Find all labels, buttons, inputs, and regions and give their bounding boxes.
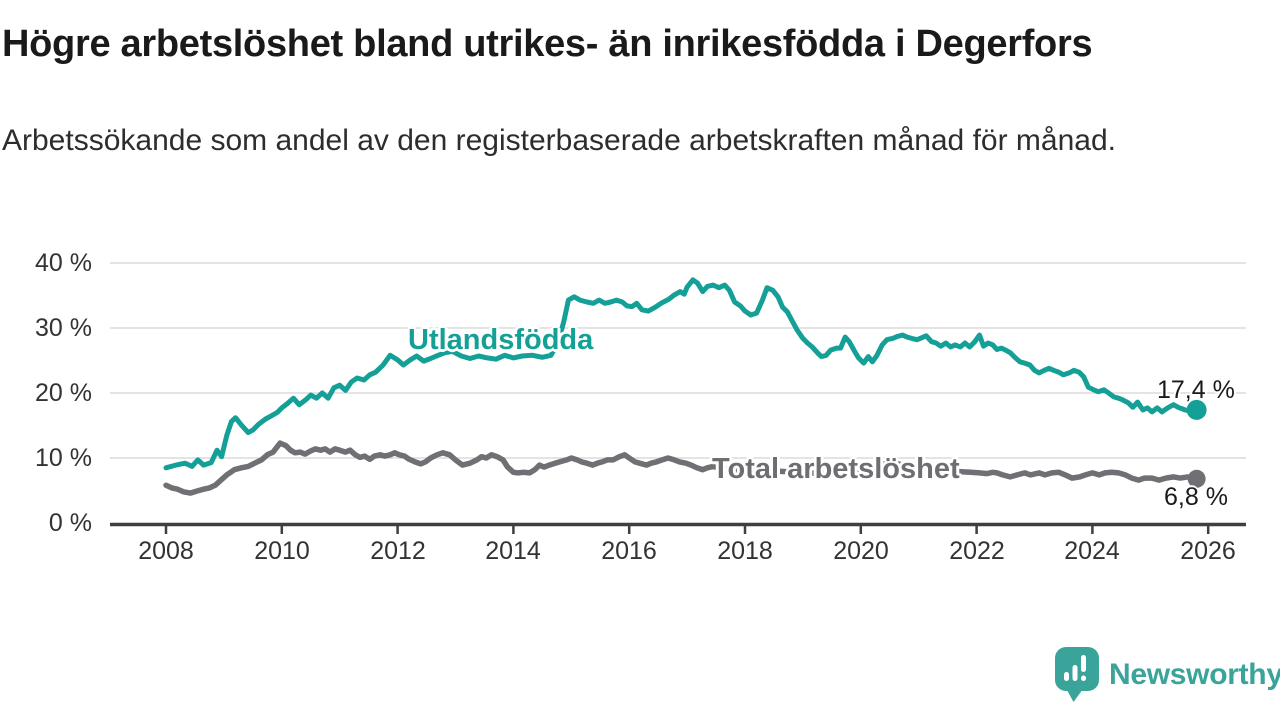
x-axis-tick-2026: 2026 <box>1180 537 1236 565</box>
newsworthy-icon <box>1055 647 1099 702</box>
x-axis-tick-2012: 2012 <box>370 537 426 565</box>
x-axis-tick-2010: 2010 <box>254 537 310 565</box>
x-axis-tick-2016: 2016 <box>601 537 657 565</box>
x-axis-tick-2020: 2020 <box>833 537 889 565</box>
y-axis-tick-40: 40 % <box>35 249 92 277</box>
series-label-utlandsfodda: Utlandsfödda <box>408 324 594 356</box>
y-axis-tick-0: 0 % <box>48 509 92 537</box>
x-axis-tick-2024: 2024 <box>1064 537 1120 565</box>
y-axis-tick-30: 30 % <box>35 314 92 342</box>
end-value-utlandsfodda: 17,4 % <box>1157 376 1235 404</box>
newsworthy-logo: Newsworthy <box>1054 646 1280 703</box>
x-axis-tick-2018: 2018 <box>717 537 773 565</box>
newsworthy-wordmark: Newsworthy <box>1109 657 1280 691</box>
x-axis-tick-2014: 2014 <box>485 537 541 565</box>
page-title: Högre arbetslöshet bland utrikes- än inr… <box>2 23 1093 65</box>
end-value-total: 6,8 % <box>1164 483 1228 511</box>
y-axis-tick-10: 10 % <box>35 444 92 472</box>
x-axis-tick-2008: 2008 <box>138 537 194 565</box>
series-label-total-arbetsloshet: Total arbetslöshet <box>712 453 960 485</box>
page-subtitle: Arbetssökande som andel av den registerb… <box>2 124 1116 157</box>
x-axis-tick-2022: 2022 <box>949 537 1005 565</box>
y-axis-tick-20: 20 % <box>35 379 92 407</box>
